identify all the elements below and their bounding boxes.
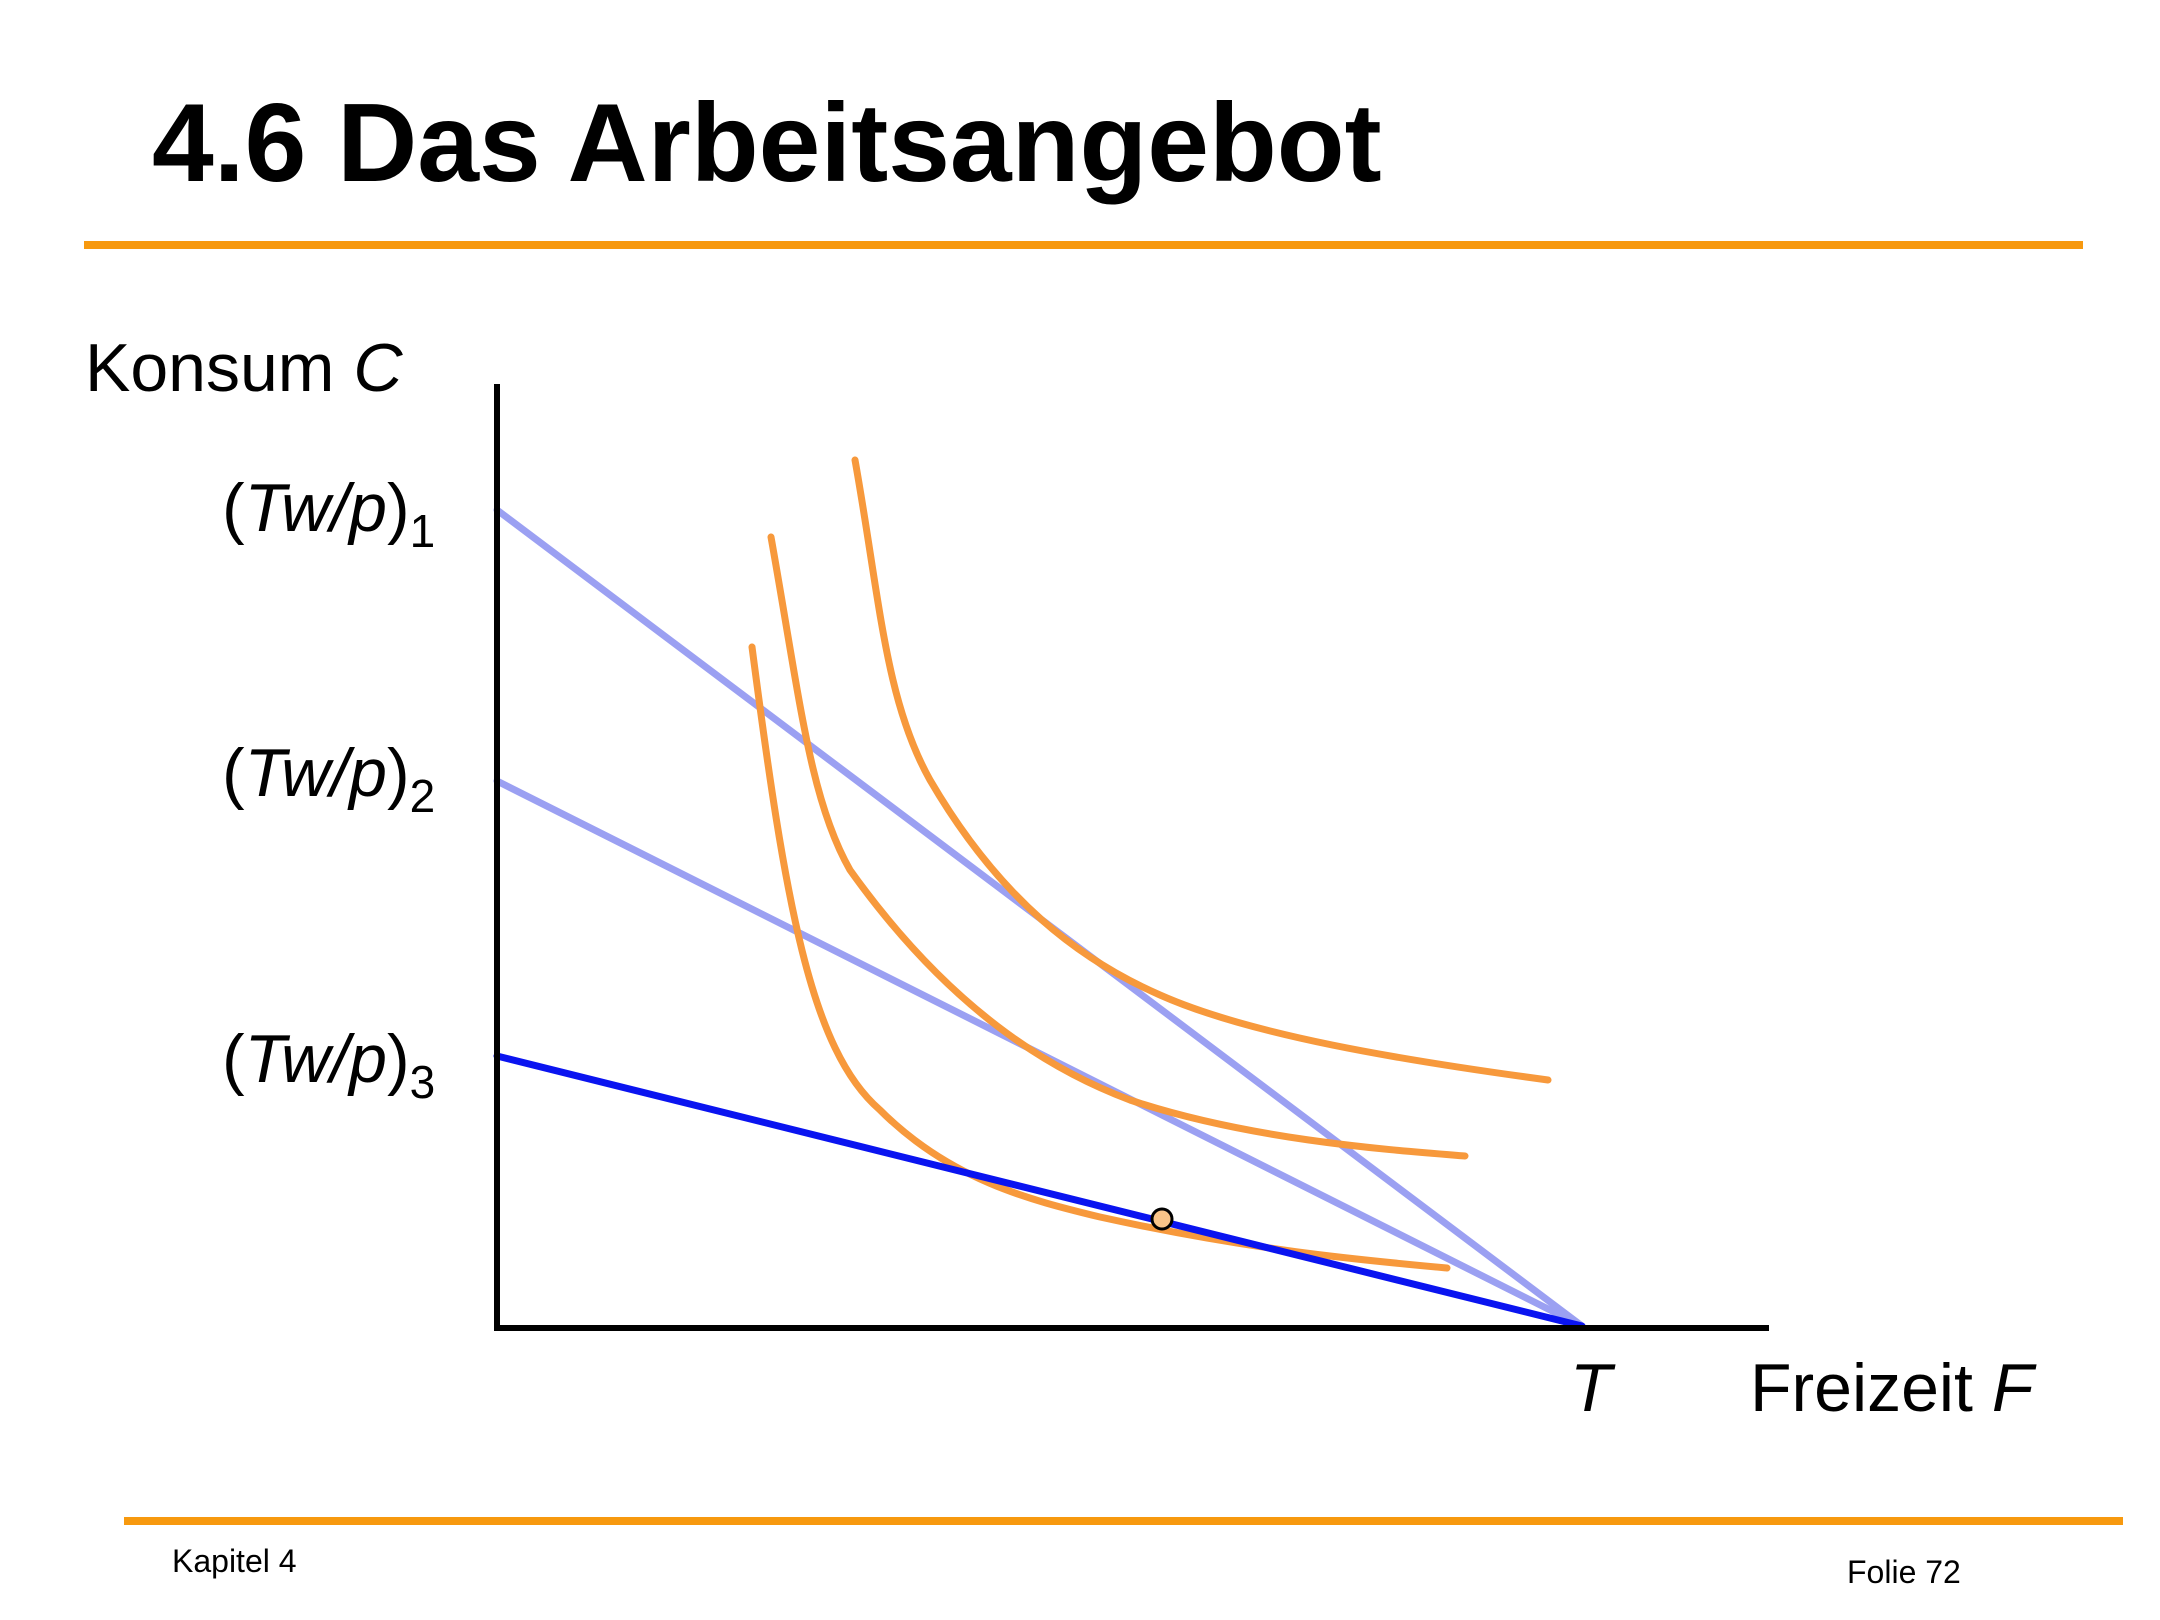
indifference-curve-3	[851, 456, 1552, 1084]
footer-chapter: Kapitel 4	[172, 1543, 297, 1579]
x-axis-name: Freizeit	[1750, 1350, 1973, 1426]
title-divider	[84, 241, 2083, 249]
y-axis-label: Konsum C	[85, 334, 402, 402]
x-axis-label: Freizeit F	[1750, 1354, 2033, 1422]
intercept-label-2: (Tw/p)2	[222, 735, 436, 822]
intercept-index-3: 3	[409, 1056, 436, 1108]
x-axis-symbol: F	[1991, 1350, 2034, 1426]
intercept-base-2: Tw/p	[244, 735, 387, 811]
budget-line-3	[493, 1052, 1586, 1330]
intercept-label-1: (Tw/p)1	[222, 470, 436, 557]
intercept-index-2: 2	[409, 770, 436, 822]
time-endowment-label: T	[1570, 1350, 1612, 1426]
y-axis-name: Konsum	[85, 330, 335, 406]
slide-title: 4.6 Das Arbeitsangebot	[152, 81, 1382, 205]
y-axis-symbol: C	[353, 330, 403, 406]
indifference-curve-2	[767, 533, 1469, 1160]
intercept-index-1: 1	[409, 505, 436, 557]
intercept-base-3: Tw/p	[244, 1021, 387, 1097]
indifference-curve-1	[748, 643, 1451, 1272]
footer-slide-number: Folie 72	[1847, 1554, 1961, 1590]
intercept-base-1: Tw/p	[244, 470, 387, 546]
optimum-point	[1150, 1207, 1174, 1231]
footer-divider	[124, 1517, 2123, 1525]
intercept-label-3: (Tw/p)3	[222, 1021, 436, 1108]
